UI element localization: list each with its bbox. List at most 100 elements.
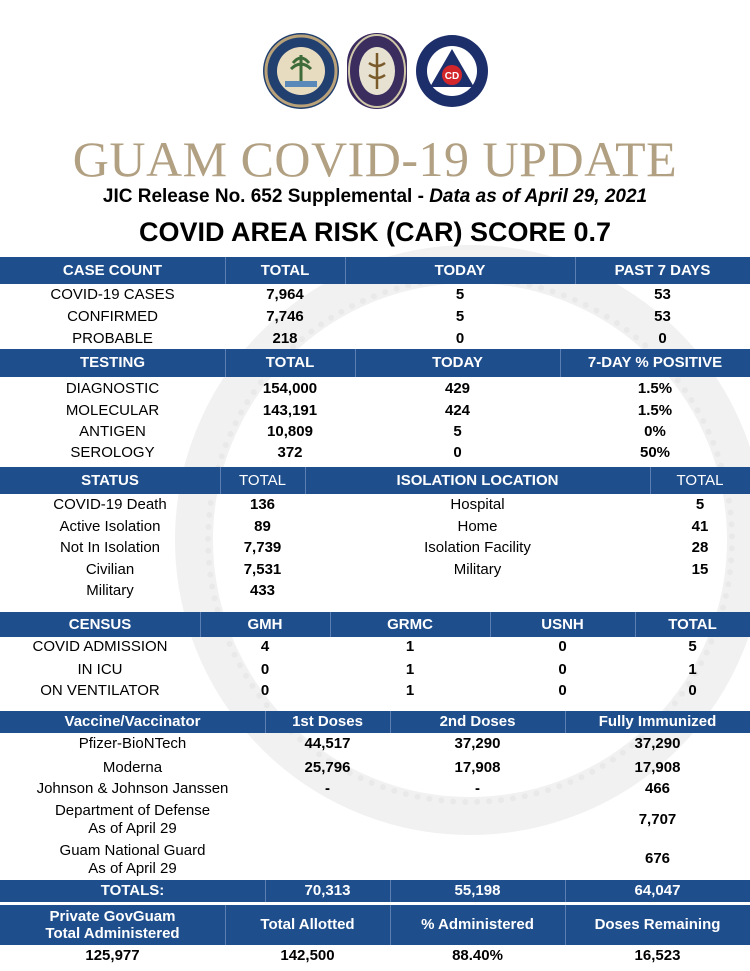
cell-label: DIAGNOSTIC [65, 380, 160, 397]
case-count-col-past7: PAST 7 DAYS [614, 262, 711, 279]
vaccine-col-second: 2nd Doses [439, 713, 516, 730]
cell-gmh: 0 [260, 682, 270, 699]
status-header: STATUS TOTAL ISOLATION LOCATION TOTAL [0, 467, 750, 494]
cell-grmc: 1 [405, 638, 415, 655]
cell-second: - [475, 780, 480, 797]
cell-label: COVID-19 CASES [50, 286, 175, 303]
census-col-gmh: GMH [247, 616, 283, 633]
private-col-label-sub: Total Administered [45, 925, 180, 942]
testing-col-positive: 7-DAY % POSITIVE [587, 354, 723, 371]
totals-full: 64,047 [634, 882, 681, 899]
cell-percent-administered: 88.40% [452, 947, 503, 964]
cell-grmc: 1 [405, 682, 415, 699]
cell-total: 154,000 [262, 380, 318, 397]
testing-col-today: TODAY [432, 354, 483, 371]
cell-label: Department of Defense [54, 802, 211, 819]
private-col-allotted: Total Allotted [260, 916, 355, 933]
cell-positive: 1.5% [637, 380, 673, 397]
cell-total: 433 [249, 582, 276, 599]
cell-today: 5 [455, 308, 465, 325]
status-col-label: STATUS [81, 472, 139, 489]
private-col-administered: % Administered [421, 916, 534, 933]
isolation-col-total: TOTAL [676, 472, 724, 489]
svg-text:CD: CD [445, 71, 459, 82]
totals-first: 70,313 [304, 882, 351, 899]
cell-first: 44,517 [304, 735, 351, 752]
cell-total: 0 [688, 682, 697, 699]
cell-total-administered: 125,977 [85, 947, 140, 964]
isolation-location-col: ISOLATION LOCATION [396, 472, 559, 489]
cell-label: Moderna [102, 759, 163, 776]
cell-today: 0 [455, 330, 465, 347]
cell-total: 7,964 [266, 286, 304, 303]
cell-first: 25,796 [304, 759, 351, 776]
case-count-col-label: CASE COUNT [62, 262, 163, 279]
cell-full: 466 [644, 780, 671, 797]
cell-positive: 50% [639, 444, 671, 461]
private-col-remaining: Doses Remaining [594, 916, 721, 933]
vaccine-header: Vaccine/Vaccinator 1st Doses 2nd Doses F… [0, 711, 750, 733]
cell-label: Guam National Guard [59, 842, 206, 859]
cell-total: 10,809 [267, 423, 313, 440]
cell-label: MOLECULAR [65, 402, 160, 419]
totals-row: TOTALS: 70,313 55,198 64,047 [0, 880, 750, 902]
cell-second: 17,908 [454, 759, 501, 776]
cell-label: COVID ADMISSION [32, 638, 168, 655]
census-header: CENSUS GMH GRMC USNH TOTAL [0, 612, 750, 637]
cell-label: Pfizer-BioNTech [78, 735, 187, 752]
testing-col-label: TESTING [79, 354, 145, 371]
cell-total: 1 [688, 661, 697, 678]
cell-today: 424 [444, 402, 471, 419]
cell-total: 7,746 [266, 308, 304, 325]
cell-total: 7,739 [243, 539, 282, 556]
cell-today: 5 [455, 286, 465, 303]
cell-label-sub: As of April 29 [88, 820, 177, 837]
cell-location: Isolation Facility [424, 539, 531, 556]
car-score: COVID AREA RISK (CAR) SCORE 0.7 [138, 217, 612, 247]
cell-full: 676 [644, 850, 671, 867]
cell-total-allotted: 142,500 [280, 947, 335, 964]
cell-positive: 1.5% [637, 402, 673, 419]
cell-label: Civilian [85, 561, 135, 578]
cell-total: 372 [277, 444, 303, 461]
cell-today: 5 [453, 423, 462, 440]
status-col-total: TOTAL [239, 472, 286, 489]
cell-past7: 0 [658, 330, 667, 347]
cell-first: - [325, 780, 330, 797]
cell-label-sub: As of April 29 [88, 860, 177, 877]
cell-total: 218 [272, 330, 298, 347]
totals-second: 55,198 [454, 882, 501, 899]
homeland-security-seal-logo: CD [414, 33, 490, 109]
cell-label: Johnson & Johnson Janssen [36, 780, 229, 797]
case-count-header: CASE COUNT TOTAL TODAY PAST 7 DAYS [0, 257, 750, 284]
cell-label: Active Isolation [59, 518, 161, 535]
case-count-col-today: TODAY [434, 262, 486, 279]
cell-location-total: 15 [691, 561, 709, 578]
public-health-seal-logo [347, 33, 407, 109]
cell-label: ANTIGEN [79, 423, 146, 440]
private-header: Private GovGuam Total Administered Total… [0, 905, 750, 945]
cell-usnh: 0 [558, 661, 567, 678]
testing-col-total: TOTAL [265, 354, 315, 371]
cell-today: 429 [444, 380, 471, 397]
cell-label: IN ICU [77, 661, 123, 678]
cell-label: CONFIRMED [67, 308, 158, 325]
cell-total: 5 [688, 638, 697, 655]
cell-location-total: 5 [695, 496, 705, 513]
cell-past7: 53 [654, 308, 671, 325]
testing-header: TESTING TOTAL TODAY 7-DAY % POSITIVE [0, 349, 750, 377]
cell-total: 89 [254, 518, 271, 535]
cell-second: 37,290 [454, 735, 501, 752]
release-separator: - [412, 186, 430, 207]
cell-label: SEROLOGY [70, 444, 155, 461]
cell-location-total: 28 [691, 539, 709, 556]
cell-label: Military [86, 582, 134, 599]
cell-total: 7,531 [243, 561, 282, 578]
data-as-of: Data as of April 29, 2021 [429, 186, 648, 207]
cell-past7: 53 [654, 286, 671, 303]
cell-usnh: 0 [558, 682, 567, 699]
cell-full: 17,908 [634, 759, 681, 776]
cell-label: ON VENTILATOR [40, 682, 160, 699]
cell-positive: 0% [644, 423, 666, 440]
vaccine-col-first: 1st Doses [292, 713, 363, 730]
